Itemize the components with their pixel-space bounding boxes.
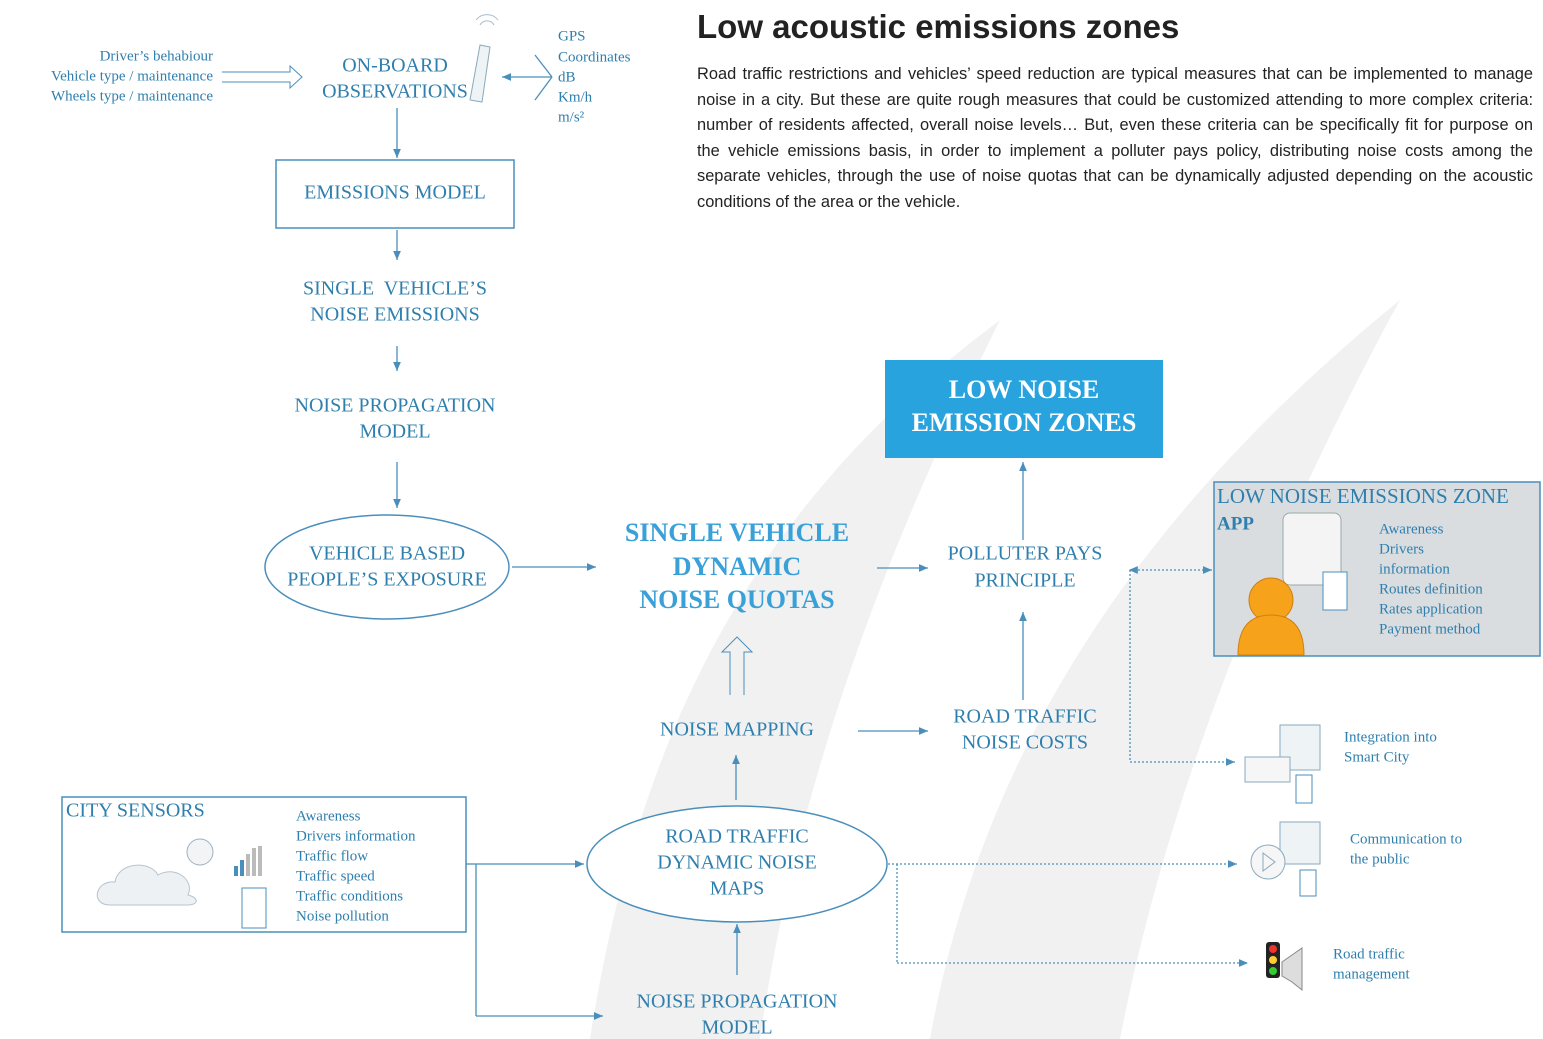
node-label: PRINCIPLE <box>974 570 1075 592</box>
panel-item: Traffic speed <box>296 868 375 884</box>
output-label: management <box>1333 966 1410 982</box>
bar-icon <box>252 848 256 876</box>
node-label: NOISE PROPAGATION <box>295 395 496 417</box>
output-label: Communication to <box>1350 831 1462 847</box>
light <box>1269 945 1277 953</box>
node-label: NOISE EMISSIONS <box>310 304 479 326</box>
node-label: VEHICLE BASED <box>309 543 465 565</box>
input-label: Wheels type / maintenance <box>51 88 213 104</box>
driver-inputs: Driver’s behabiour Vehicle type / mainte… <box>51 48 213 104</box>
bar-icon <box>234 866 238 876</box>
panel-item: Payment method <box>1379 621 1481 637</box>
panel-item: Drivers <box>1379 541 1424 557</box>
output-label: the public <box>1350 851 1410 867</box>
node-label: PEOPLE’S EXPOSURE <box>287 569 486 591</box>
node-label: DYNAMIC NOISE <box>657 852 816 874</box>
node-label: ON-BOARD <box>342 55 448 77</box>
speaker <box>1282 948 1302 990</box>
input-label: Vehicle type / maintenance <box>51 68 213 84</box>
panel-item: Awareness <box>1379 521 1444 537</box>
input-label: GPS <box>558 28 586 44</box>
input-label: dB <box>558 69 576 85</box>
node-ellipse <box>265 515 509 619</box>
city-icon <box>1245 725 1320 803</box>
panel-item: Drivers information <box>296 828 416 844</box>
play-icon <box>1251 845 1285 879</box>
device-icon <box>1323 572 1347 610</box>
page-title: Low acoustic emissions zones <box>697 8 1179 46</box>
panel-item: Traffic flow <box>296 848 368 864</box>
connector <box>535 77 552 100</box>
sensor-body <box>470 45 490 102</box>
double-arrow <box>222 66 302 88</box>
input-label: Km/h <box>558 89 593 105</box>
output-label: Road traffic <box>1333 946 1405 962</box>
node-label: ROAD TRAFFIC <box>953 706 1097 728</box>
light <box>1269 956 1277 964</box>
device-icon <box>242 888 266 928</box>
output-label: Smart City <box>1344 749 1410 765</box>
node-label: EMISSION ZONES <box>912 408 1137 437</box>
bar-icon <box>246 854 250 876</box>
node-label: DYNAMIC <box>673 552 802 581</box>
panel-subtitle: APP <box>1217 513 1254 534</box>
node-label: NOISE PROPAGATION <box>637 991 838 1013</box>
public-icon <box>1251 822 1320 896</box>
node-label: NOISE COSTS <box>962 732 1088 754</box>
light <box>1269 967 1277 975</box>
node-label: POLLUTER PAYS <box>948 543 1103 565</box>
node-label: ROAD TRAFFIC <box>665 826 809 848</box>
node-label: NOISE MAPPING <box>660 719 814 741</box>
input-label: Driver’s behabiour <box>100 48 213 64</box>
sensor-icon <box>470 15 498 102</box>
device-icon <box>1296 775 1312 803</box>
bar-icon <box>240 860 244 876</box>
node-label: EMISSIONS MODEL <box>304 182 486 204</box>
input-label: m/s² <box>558 109 585 125</box>
certificate-icon <box>1245 757 1290 782</box>
panel-item: Routes definition <box>1379 581 1483 597</box>
building-icon <box>1280 822 1320 864</box>
input-label: Coordinates <box>558 49 631 65</box>
node-label: LOW NOISE <box>949 375 1100 404</box>
connector <box>535 55 552 77</box>
node-label: SINGLE VEHICLE’S <box>303 278 487 300</box>
panel-item: information <box>1379 561 1450 577</box>
signal-waves <box>476 15 498 25</box>
bar-icon <box>258 846 262 876</box>
node-label: MODEL <box>359 421 430 443</box>
node-label: MODEL <box>701 1017 772 1039</box>
traffic-icon <box>1266 942 1302 990</box>
page: Driver’s behabiour Vehicle type / mainte… <box>0 0 1543 1039</box>
panel-item: Noise pollution <box>296 908 389 924</box>
node-label: SINGLE VEHICLE <box>625 518 849 547</box>
body-text: Road traffic restrictions and vehicles’ … <box>697 62 1533 216</box>
node-label: OBSERVATIONS <box>322 81 468 103</box>
node-label: MAPS <box>710 878 764 900</box>
panel-title: CITY SENSORS <box>66 800 205 822</box>
device-icon <box>1300 870 1316 896</box>
panel-item: Awareness <box>296 808 361 824</box>
panel-title: LOW NOISE EMISSIONS ZONE <box>1217 484 1509 508</box>
node-label: NOISE QUOTAS <box>639 585 834 614</box>
output-label: Integration into <box>1344 729 1437 745</box>
panel-item: Rates application <box>1379 601 1483 617</box>
network-icon <box>187 839 213 865</box>
panel-item: Traffic conditions <box>296 888 403 904</box>
